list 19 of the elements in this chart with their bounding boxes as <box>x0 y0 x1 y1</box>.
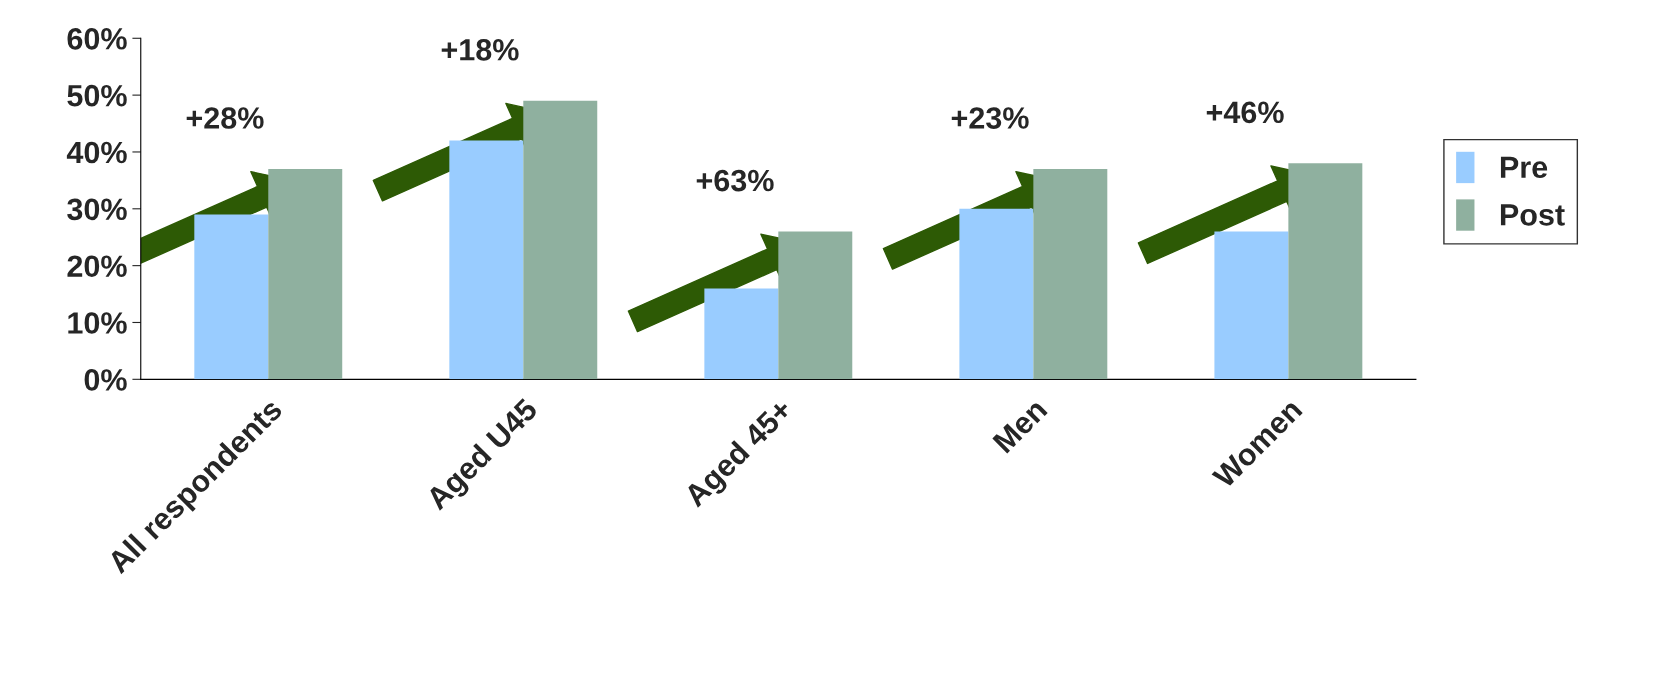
annotation: +63% <box>696 169 774 192</box>
y-tick-label: 40% <box>66 141 127 164</box>
bar <box>1288 163 1363 380</box>
legend-label: Pre <box>1500 156 1548 179</box>
annotation: +46% <box>1206 101 1284 124</box>
annotation: +28% <box>186 107 264 129</box>
annotation: +23% <box>951 107 1029 129</box>
y-tick-label: 30% <box>67 198 127 221</box>
annotation: +18% <box>441 39 519 61</box>
y-tick-label: 10% <box>68 312 127 334</box>
legend-label: Post <box>1500 204 1565 226</box>
y-tick-label: 20% <box>67 255 127 278</box>
x-tick-label: Men <box>992 398 1048 454</box>
bar <box>268 169 343 380</box>
bar <box>1033 169 1108 380</box>
y-tick-label: 50% <box>67 84 127 107</box>
y-tick-label: 0% <box>84 369 127 391</box>
bar <box>523 100 598 380</box>
y-tick-label: 60% <box>67 28 127 50</box>
